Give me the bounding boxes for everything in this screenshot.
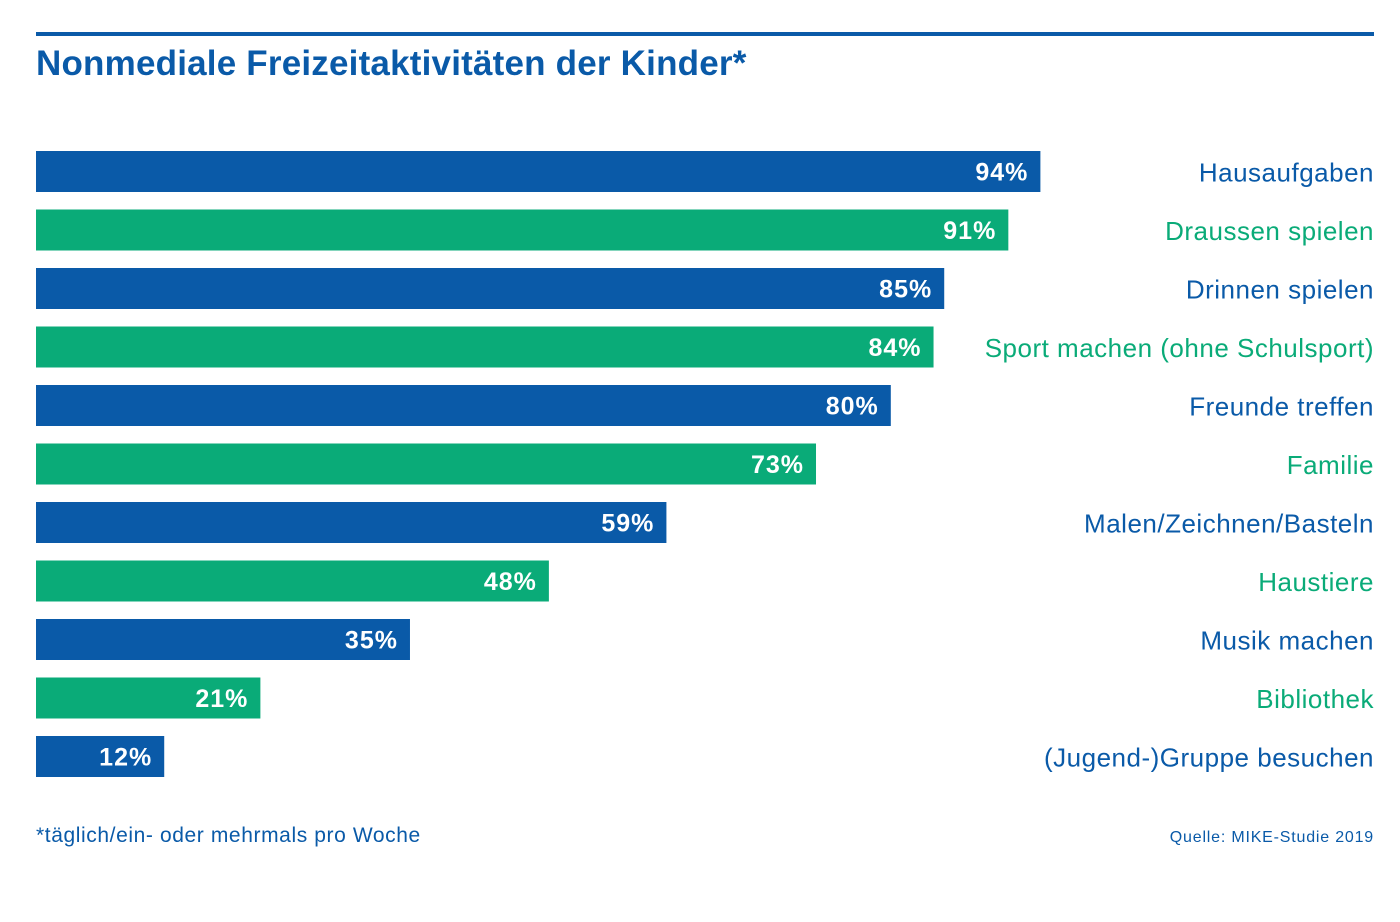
value-label-7: 59% [601,510,654,538]
value-label-11: 12% [99,744,152,772]
bar-9 [36,619,410,660]
value-label-3: 85% [879,276,932,304]
category-label-11: (Jugend-)Gruppe besuchen [1044,743,1374,773]
value-label-6: 73% [751,451,804,479]
bar-5 [36,385,891,426]
category-label-5: Freunde treffen [1189,392,1374,422]
category-label-9: Musik machen [1200,626,1374,656]
category-label-1: Hausaufgaben [1199,158,1374,188]
bar-7 [36,502,667,543]
category-label-7: Malen/Zeichnen/Basteln [1084,509,1374,539]
bar-10 [36,677,261,719]
bar-2 [36,209,1009,251]
top-rule [36,32,1374,36]
chart-title: Nonmediale Freizeitaktivitäten der Kinde… [36,44,747,83]
value-label-2: 91% [943,217,996,245]
value-label-8: 48% [484,568,537,596]
bar-4 [36,326,934,368]
category-label-10: Bibliothek [1256,684,1374,714]
bar-1 [36,151,1041,192]
value-label-10: 21% [195,685,248,713]
value-label-5: 80% [826,393,879,421]
category-label-4: Sport machen (ohne Schulsport) [985,333,1374,363]
footnote: *täglich/ein- oder mehrmals pro Woche [36,824,421,847]
source-note: Quelle: MIKE-Studie 2019 [1169,829,1374,846]
bar-6 [36,443,817,485]
category-label-8: Haustiere [1258,567,1374,597]
category-label-6: Familie [1287,450,1374,480]
value-label-9: 35% [345,627,398,655]
bar-3 [36,268,945,309]
bar-11 [36,736,165,777]
bar-8 [36,560,549,602]
value-label-4: 84% [868,334,921,362]
value-label-1: 94% [975,159,1028,187]
category-label-3: Drinnen spielen [1186,275,1374,305]
category-label-2: Draussen spielen [1165,216,1374,246]
